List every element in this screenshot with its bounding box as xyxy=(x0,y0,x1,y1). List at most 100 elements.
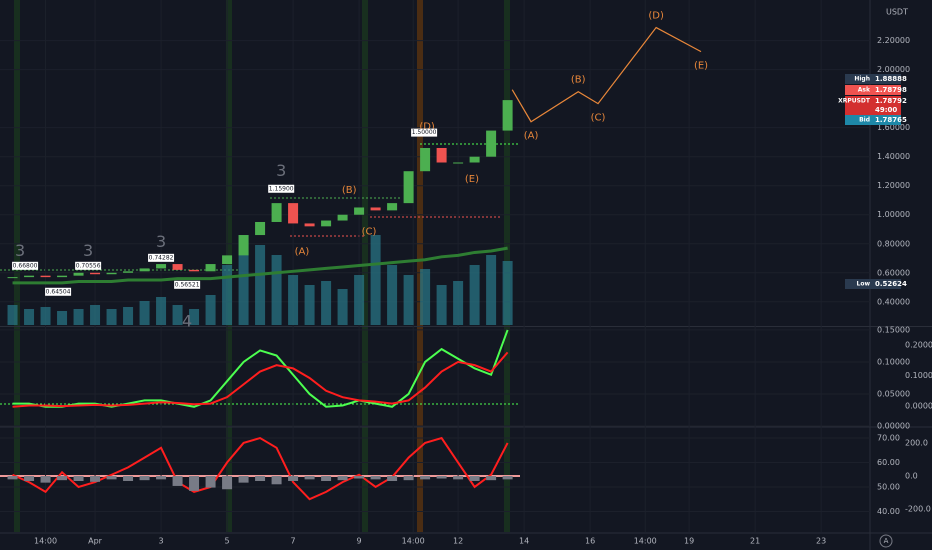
candle xyxy=(255,221,266,236)
x-tick-label: 14:00 xyxy=(34,537,57,546)
price-tag xyxy=(845,115,901,125)
price-tag-value: 1.78792 xyxy=(875,97,907,105)
wave-label: 3 xyxy=(15,241,25,260)
candle xyxy=(139,268,150,272)
price-label: 0.70556 xyxy=(76,262,101,269)
volume-bar xyxy=(156,297,167,325)
volume-bar xyxy=(106,309,117,325)
price-tag-value: 1.88888 xyxy=(875,75,907,83)
candle xyxy=(288,203,299,224)
svg-text:A: A xyxy=(884,537,889,545)
volume-bar xyxy=(90,305,101,325)
histogram-bar xyxy=(436,476,447,479)
histogram-bar xyxy=(387,476,398,481)
x-tick-label: 3 xyxy=(159,537,164,546)
y-tick-label: 0.10000 xyxy=(905,371,932,380)
volume-bar xyxy=(189,309,200,325)
histogram-bar xyxy=(205,476,216,488)
line xyxy=(12,246,508,285)
histogram-bar xyxy=(271,476,282,485)
y-tick-label: 200.0 xyxy=(905,439,928,448)
price-label-box xyxy=(148,253,175,262)
candle xyxy=(40,275,51,278)
price-tag xyxy=(845,96,901,115)
y-tick-label: 0.05000 xyxy=(877,389,910,398)
price-tag-label: Ask xyxy=(858,87,871,94)
histogram-bar xyxy=(73,476,84,481)
wave-label: 3 xyxy=(276,161,286,180)
histogram-bar xyxy=(222,476,233,490)
price-tag-value: 0.52624 xyxy=(875,280,907,288)
histogram-bar xyxy=(502,476,513,480)
wave-label: (B) xyxy=(342,185,357,196)
histogram-bar xyxy=(139,476,150,481)
price-label: 0.56521 xyxy=(175,281,200,288)
x-tick-label: Apr xyxy=(88,537,103,546)
x-tick-label: 7 xyxy=(291,537,296,546)
candle xyxy=(7,277,18,279)
histogram-bar xyxy=(486,476,497,481)
histogram-bar xyxy=(453,476,464,480)
price-label-box xyxy=(411,128,438,137)
candle xyxy=(453,162,464,164)
volume-bar xyxy=(288,275,299,325)
price-label: 1.50000 xyxy=(412,129,437,136)
price-label-box xyxy=(45,287,72,296)
wave-label: 4 xyxy=(182,311,192,330)
candle xyxy=(73,272,84,276)
histogram-bar xyxy=(288,476,299,481)
candle xyxy=(57,275,68,278)
volume-bar xyxy=(222,265,233,325)
volume-bar xyxy=(205,295,216,325)
histogram-bar xyxy=(321,476,332,481)
price-tag-label: Bid xyxy=(859,117,870,124)
histogram-bar xyxy=(106,476,117,480)
candle xyxy=(90,272,101,275)
y-tick-label: 0.15000 xyxy=(877,325,910,334)
projection-label: (C) xyxy=(591,113,606,124)
x-tick-label: 14:00 xyxy=(634,537,657,546)
y-tick-label: 0.20000 xyxy=(905,341,932,350)
y-tick-label: 2.00000 xyxy=(877,65,910,74)
price-label-box xyxy=(174,280,201,289)
candle xyxy=(502,100,513,131)
y-tick-label: 2.20000 xyxy=(877,36,910,45)
volume-bar xyxy=(387,265,398,325)
y-tick-label: 1.00000 xyxy=(877,210,910,219)
candle xyxy=(172,264,183,270)
y-tick-label: 1.40000 xyxy=(877,152,910,161)
price-label-box xyxy=(268,184,295,193)
line xyxy=(12,351,509,408)
candle xyxy=(420,147,431,172)
line xyxy=(12,329,509,408)
volume-bar xyxy=(469,265,480,325)
wave-label: (D) xyxy=(419,122,435,133)
wave-label: 3 xyxy=(83,241,93,260)
volume-bar xyxy=(139,301,150,325)
candle xyxy=(271,203,282,222)
price-tag-label: XRPUSDT xyxy=(838,98,871,105)
volume-bar xyxy=(370,235,381,325)
volume-bar xyxy=(354,275,365,325)
y-tick-label: 40.00 xyxy=(877,507,900,516)
candle xyxy=(222,255,233,265)
histogram-bar xyxy=(189,476,200,491)
y-tick-label: 1.60000 xyxy=(877,123,910,132)
y-tick-label: 0.0 xyxy=(905,472,918,481)
volume-bar xyxy=(436,285,447,325)
histogram-bar xyxy=(172,476,183,486)
price-label: 1.15900 xyxy=(269,185,294,192)
candle xyxy=(436,147,447,163)
candle xyxy=(304,223,315,227)
y-tick-label: 70.00 xyxy=(877,434,900,443)
candle xyxy=(205,264,216,272)
x-tick-label: 16 xyxy=(585,537,595,546)
x-tick-label: 9 xyxy=(357,537,362,546)
y-tick-label: 0.00000 xyxy=(905,401,932,410)
volume-bar xyxy=(486,255,497,325)
volume-bar xyxy=(255,245,266,325)
volume-bar xyxy=(73,309,84,325)
histogram-bar xyxy=(24,476,35,481)
volume-bar xyxy=(40,307,51,325)
